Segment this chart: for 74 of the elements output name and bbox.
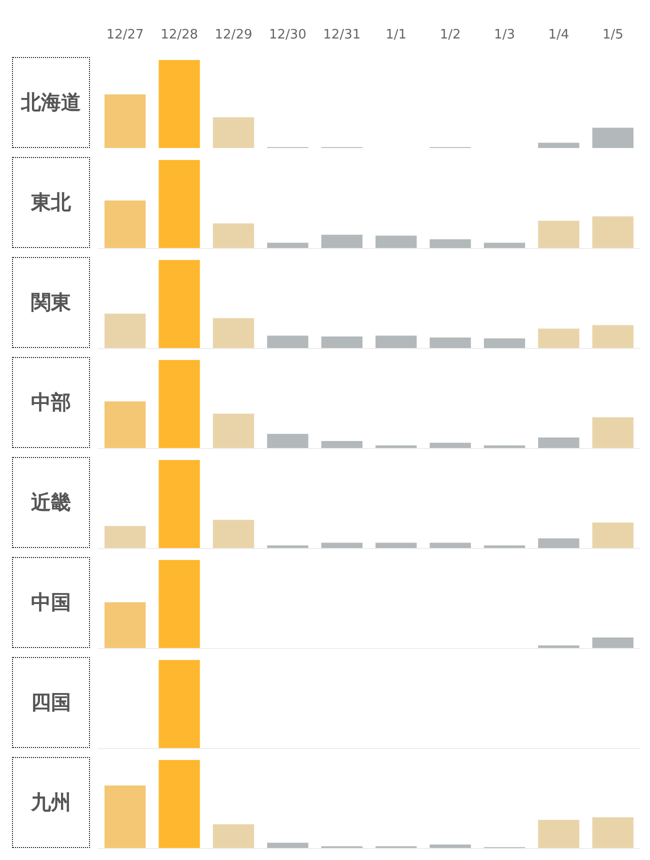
bar	[592, 216, 634, 248]
bar	[538, 328, 580, 348]
x-tick-label: 12/29	[214, 27, 252, 42]
x-tick-label: 1/4	[548, 27, 570, 42]
bar	[212, 520, 254, 548]
bar	[538, 538, 580, 548]
bar	[376, 236, 417, 248]
bar	[484, 545, 526, 548]
text: 中部	[12, 357, 90, 448]
bar	[267, 336, 308, 348]
bar	[430, 337, 471, 348]
bar	[538, 820, 580, 848]
bar	[158, 160, 200, 248]
bar	[212, 414, 254, 448]
bar	[267, 434, 308, 448]
bar	[104, 786, 146, 848]
text: 東北	[12, 157, 90, 248]
text: 九州	[12, 757, 90, 848]
bar	[484, 338, 526, 348]
bar	[104, 526, 146, 548]
bar	[538, 645, 580, 648]
bar	[158, 460, 200, 548]
bar	[484, 242, 526, 248]
bar	[267, 242, 308, 248]
bar	[592, 325, 634, 348]
bar	[212, 223, 254, 248]
bar	[321, 542, 362, 548]
bar	[104, 314, 146, 348]
bar	[592, 637, 634, 648]
text: 北海道	[12, 57, 90, 148]
bar	[592, 417, 634, 448]
bar	[592, 817, 634, 848]
bar	[212, 318, 254, 348]
bar	[158, 260, 200, 348]
text: 関東	[12, 257, 90, 348]
text: 四国	[12, 657, 90, 748]
bar	[267, 545, 308, 548]
bar	[430, 442, 471, 448]
bar	[592, 522, 634, 548]
bar	[592, 128, 634, 148]
bar	[158, 760, 200, 848]
x-tick-label: 12/28	[160, 27, 198, 42]
bar	[104, 200, 146, 248]
bar	[212, 824, 254, 848]
text: 中国	[12, 557, 90, 648]
bar	[212, 117, 254, 148]
bar	[104, 94, 146, 148]
bar	[158, 560, 200, 648]
bar	[376, 445, 417, 448]
bar	[267, 842, 308, 848]
x-tick-label: 1/3	[494, 27, 515, 42]
bar	[430, 844, 471, 848]
bar	[321, 440, 362, 448]
x-tick-label: 12/27	[106, 27, 144, 42]
x-tick-label: 1/1	[386, 27, 407, 42]
bar	[321, 336, 362, 348]
x-tick-label: 12/30	[268, 27, 306, 42]
bar	[538, 437, 580, 448]
text: 近畿	[12, 457, 90, 548]
x-tick-label: 12/31	[323, 27, 361, 42]
bar	[376, 542, 417, 548]
x-tick-label: 1/5	[602, 27, 624, 42]
bar	[430, 542, 471, 548]
bar	[158, 60, 200, 148]
bar	[430, 239, 471, 248]
bar	[158, 360, 200, 448]
bar	[376, 336, 417, 348]
bar	[484, 445, 526, 448]
bar	[321, 234, 362, 248]
bar	[104, 602, 146, 648]
bar	[104, 401, 146, 448]
bar	[538, 142, 580, 148]
bar	[538, 220, 580, 248]
x-tick-label: 1/2	[440, 27, 461, 42]
